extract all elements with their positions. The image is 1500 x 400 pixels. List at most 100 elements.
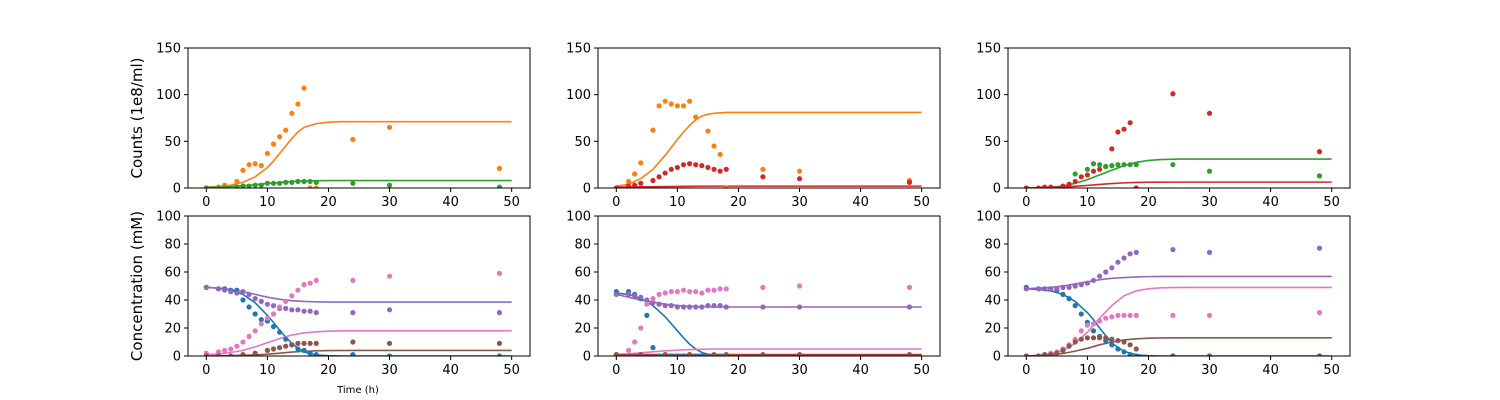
data-point-red xyxy=(613,185,619,188)
data-point-red xyxy=(1133,185,1139,188)
data-point-purple xyxy=(687,304,693,310)
data-point-brown xyxy=(1048,352,1054,356)
data-point-red xyxy=(1316,149,1323,155)
data-point-purple xyxy=(638,294,644,300)
data-point-purple xyxy=(1103,269,1109,275)
data-point-pink xyxy=(723,286,729,292)
data-point-blue xyxy=(386,353,393,356)
data-point-red xyxy=(674,164,680,171)
data-point-pink xyxy=(246,333,252,339)
series-line-pink xyxy=(1026,286,1332,356)
data-point-green xyxy=(246,183,252,188)
data-point-red xyxy=(1090,168,1097,174)
data-point-orange xyxy=(674,103,680,109)
data-point-purple xyxy=(258,298,264,304)
data-point-purple xyxy=(350,310,356,316)
y-tick-label: 20 xyxy=(984,322,1001,337)
x-tick-label: 30 xyxy=(381,195,398,210)
x-tick-label: 50 xyxy=(913,363,930,378)
data-point-brown xyxy=(1066,343,1072,349)
data-point-green xyxy=(264,180,270,186)
data-point-purple xyxy=(760,304,766,310)
y-tick-label: 60 xyxy=(984,266,1001,281)
data-point-pink xyxy=(632,339,638,345)
y-tick-label: 20 xyxy=(164,322,181,337)
data-point-red xyxy=(625,183,632,188)
data-point-orange xyxy=(270,141,277,147)
data-point-pink xyxy=(1133,312,1139,318)
x-tick-label: 10 xyxy=(259,195,276,210)
x-tick-label: 30 xyxy=(791,195,808,210)
x-tick-label: 50 xyxy=(1323,363,1340,378)
data-point-brown xyxy=(613,352,619,356)
data-point-blue xyxy=(1060,291,1066,297)
data-point-brown xyxy=(638,352,644,356)
y-tick-label: 100 xyxy=(976,88,1001,103)
subplot-2: 0 10 20 30 40 50 0 50 100 150 xyxy=(566,42,941,210)
data-point-pink xyxy=(289,293,295,299)
data-point-brown xyxy=(1133,346,1139,352)
data-point-orange xyxy=(313,185,319,188)
x-tick-label: 10 xyxy=(259,363,276,378)
data-point-purple xyxy=(680,304,687,310)
data-point-brown xyxy=(289,342,295,348)
data-point-purple xyxy=(1133,249,1139,255)
data-point-brown xyxy=(1078,336,1084,342)
data-point-pink xyxy=(760,284,766,290)
data-point-pink xyxy=(313,277,319,283)
x-tick-label: 0 xyxy=(612,363,620,378)
data-point-pink xyxy=(386,273,393,279)
data-point-orange xyxy=(295,101,301,107)
subplot-3: 0 10 20 30 40 50 0 50 100 150 xyxy=(976,42,1351,210)
data-point-green xyxy=(1127,162,1133,168)
data-point-purple xyxy=(246,291,252,297)
data-point-orange xyxy=(307,185,313,188)
data-point-purple xyxy=(906,304,913,310)
data-point-brown xyxy=(496,340,503,346)
data-point-purple xyxy=(1054,286,1060,292)
x-tick-label: 0 xyxy=(612,195,620,210)
x-tick-label: 30 xyxy=(1201,195,1218,210)
data-point-red xyxy=(693,162,699,168)
data-point-red xyxy=(1072,178,1078,185)
data-point-blue xyxy=(1109,342,1115,348)
data-point-brown xyxy=(1097,335,1103,341)
data-point-purple xyxy=(711,303,717,309)
data-point-pink xyxy=(668,289,674,295)
y-tick-label: 80 xyxy=(984,238,1001,253)
data-point-blue xyxy=(1127,352,1133,356)
data-point-purple xyxy=(283,305,289,311)
x-tick-label: 0 xyxy=(1022,363,1030,378)
data-point-purple xyxy=(644,297,650,303)
y-tick-label: 40 xyxy=(984,294,1001,309)
data-point-blue xyxy=(246,304,252,310)
data-point-blue xyxy=(350,352,356,356)
data-point-pink xyxy=(307,280,313,286)
data-point-green xyxy=(270,180,277,186)
y-tick-label: 60 xyxy=(164,266,181,281)
x-tick-label: 10 xyxy=(1079,195,1096,210)
series-line-green xyxy=(206,179,512,188)
x-tick-label: 20 xyxy=(1140,363,1157,378)
data-point-orange xyxy=(723,185,729,188)
data-point-orange xyxy=(496,165,503,171)
data-point-green xyxy=(283,179,289,185)
data-point-purple xyxy=(1048,286,1054,292)
data-point-blue xyxy=(668,353,674,356)
data-point-pink xyxy=(711,287,717,293)
data-point-red xyxy=(662,170,668,176)
y-tick-label: 50 xyxy=(164,135,181,150)
data-point-pink xyxy=(1170,312,1176,318)
axes-frame xyxy=(597,47,941,189)
y-tick-label: 150 xyxy=(566,42,591,57)
series-line-orange xyxy=(616,111,922,187)
x-tick-label: 10 xyxy=(669,195,686,210)
series-line-red xyxy=(1026,181,1332,188)
data-point-red xyxy=(1127,120,1133,126)
data-point-blue xyxy=(301,347,307,353)
data-point-purple xyxy=(203,284,209,290)
x-tick-label: 20 xyxy=(320,363,337,378)
data-point-pink xyxy=(270,311,277,317)
data-point-purple xyxy=(301,308,307,314)
subplot-5: 0 10 20 30 40 50 0 20 40 60 80 100 xyxy=(566,210,941,378)
